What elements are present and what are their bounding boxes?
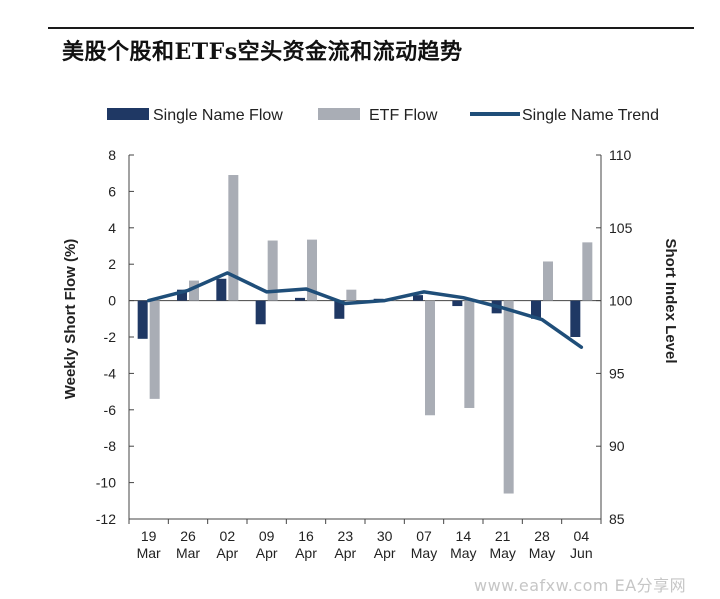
y2-tick-label: 110 xyxy=(609,147,632,163)
single-name-trend-line xyxy=(146,271,584,349)
y-tick-label: 4 xyxy=(108,220,116,236)
etf-flow-bar xyxy=(503,300,514,494)
etf-flow-bar xyxy=(582,242,593,301)
single-name-flow-bar xyxy=(531,300,541,319)
etf-flow-bar xyxy=(267,240,278,301)
x-tick-label: 16 Apr xyxy=(295,528,317,561)
y-tick-label: 8 xyxy=(108,147,116,163)
x-tick-label: 09 Apr xyxy=(256,528,278,561)
x-tick-label: 26 Mar xyxy=(176,528,200,561)
etf-flow-bar xyxy=(464,300,475,408)
single-name-flow-bar xyxy=(177,289,187,301)
y-tick-label: 6 xyxy=(108,183,116,199)
y-tick-label: -6 xyxy=(104,402,117,418)
x-tick-label: 14 May xyxy=(450,528,476,561)
y2-tick-label: 105 xyxy=(609,220,633,236)
single-name-flow-bar xyxy=(216,278,227,301)
single-name-flow-bar xyxy=(452,300,463,307)
chart-bars xyxy=(137,175,593,494)
single-name-flow-bar xyxy=(295,297,305,301)
header-rule xyxy=(48,27,694,29)
etf-flow-bar xyxy=(543,261,553,301)
y-tick-label: 0 xyxy=(108,293,116,309)
y2-tick-label: 85 xyxy=(609,511,625,527)
single-name-flow-bar xyxy=(413,295,423,301)
legend-label-single-name-flow: Single Name Flow xyxy=(153,107,283,124)
legend-label-single-name-trend: Single Name Trend xyxy=(522,107,659,124)
x-tick-label: 02 Apr xyxy=(216,528,238,561)
legend-swatch-single-name-flow xyxy=(107,108,149,120)
legend-swatch-etf-flow xyxy=(318,108,360,120)
y2-tick-label: 90 xyxy=(609,438,625,454)
chart-title: 美股个股和ETFs空头资金流和流动趋势 xyxy=(62,39,463,65)
chart-axes xyxy=(128,154,602,524)
etf-flow-bar xyxy=(307,239,317,301)
legend-label-etf-flow: ETF Flow xyxy=(369,107,438,124)
y-axis-label: Weekly Short Flow (%) xyxy=(62,239,79,400)
y2-axis-label: Short Index Level xyxy=(662,238,679,363)
etf-flow-bar xyxy=(346,289,357,301)
watermark: www.eafxw.com EA分享网 xyxy=(474,576,687,595)
x-tick-label: 28 May xyxy=(529,528,555,561)
y-tick-label: -12 xyxy=(96,511,116,527)
single-name-flow-bar xyxy=(255,300,266,325)
x-tick-label: 04 Jun xyxy=(570,528,593,561)
trend-line-group xyxy=(146,271,584,349)
x-tick-label: 30 Apr xyxy=(374,528,396,561)
y2-tick-label: 95 xyxy=(609,365,625,381)
x-tick-label: 19 Mar xyxy=(137,528,161,561)
y-tick-label: -2 xyxy=(104,329,117,345)
x-tick-label: 23 Apr xyxy=(334,528,356,561)
y-tick-label: 2 xyxy=(108,256,116,272)
single-name-flow-bar xyxy=(570,300,581,337)
y-tick-label: -8 xyxy=(104,438,117,454)
y-tick-label: -10 xyxy=(96,475,116,491)
x-tick-label: 21 May xyxy=(489,528,515,561)
x-tick-label: 07 May xyxy=(411,528,437,561)
etf-flow-bar xyxy=(228,175,239,301)
etf-flow-bar xyxy=(189,280,199,301)
single-name-flow-bar xyxy=(334,300,345,319)
tick-labels: 8 6 4 2 0 -2 -4 -6 -8 -10 -12 110 105 100 95 90 85 19 Mar 2… xyxy=(96,147,633,561)
single-name-flow-bar xyxy=(137,300,148,339)
y-tick-label: -4 xyxy=(104,365,117,381)
y2-tick-label: 100 xyxy=(609,293,633,309)
etf-flow-bar xyxy=(425,300,435,416)
etf-flow-bar xyxy=(149,300,160,399)
chart-legend: Single Name Flow ETF Flow Single Name Tren… xyxy=(107,107,659,124)
